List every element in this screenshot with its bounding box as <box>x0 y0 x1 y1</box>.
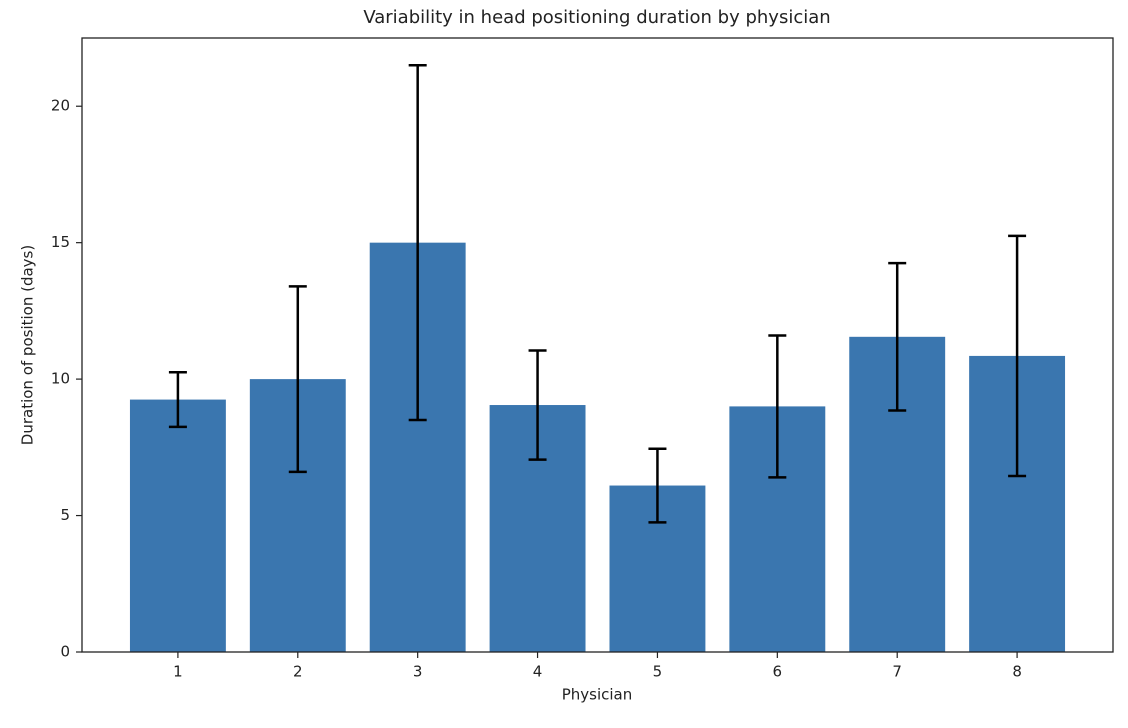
x-tick-label: 1 <box>173 663 183 681</box>
error-bar <box>528 349 547 461</box>
y-tick-label: 5 <box>60 506 70 524</box>
error-bar <box>768 334 787 479</box>
error-bar <box>888 261 907 412</box>
y-axis-label: Duration of position (days) <box>19 245 37 445</box>
x-tick-label: 5 <box>653 663 663 681</box>
error-bar <box>168 371 187 429</box>
y-tick-label: 10 <box>51 370 70 388</box>
x-axis-label: Physician <box>562 686 633 704</box>
x-tick-label: 8 <box>1012 663 1022 681</box>
plot-frame <box>81 37 1114 653</box>
x-tick-label: 2 <box>293 663 303 681</box>
error-bar <box>648 447 667 524</box>
x-tick-label: 3 <box>413 663 423 681</box>
error-bar <box>288 285 307 474</box>
y-tick-label: 15 <box>51 233 70 251</box>
x-tick-label: 4 <box>533 663 543 681</box>
error-bar <box>1008 234 1027 478</box>
error-bar <box>408 64 427 422</box>
x-tick-label: 6 <box>773 663 783 681</box>
y-tick-label: 20 <box>51 97 70 115</box>
y-tick-label: 0 <box>60 643 70 661</box>
chart-title: Variability in head positioning duration… <box>363 7 830 28</box>
bar <box>129 399 226 652</box>
x-tick-label: 7 <box>892 663 902 681</box>
